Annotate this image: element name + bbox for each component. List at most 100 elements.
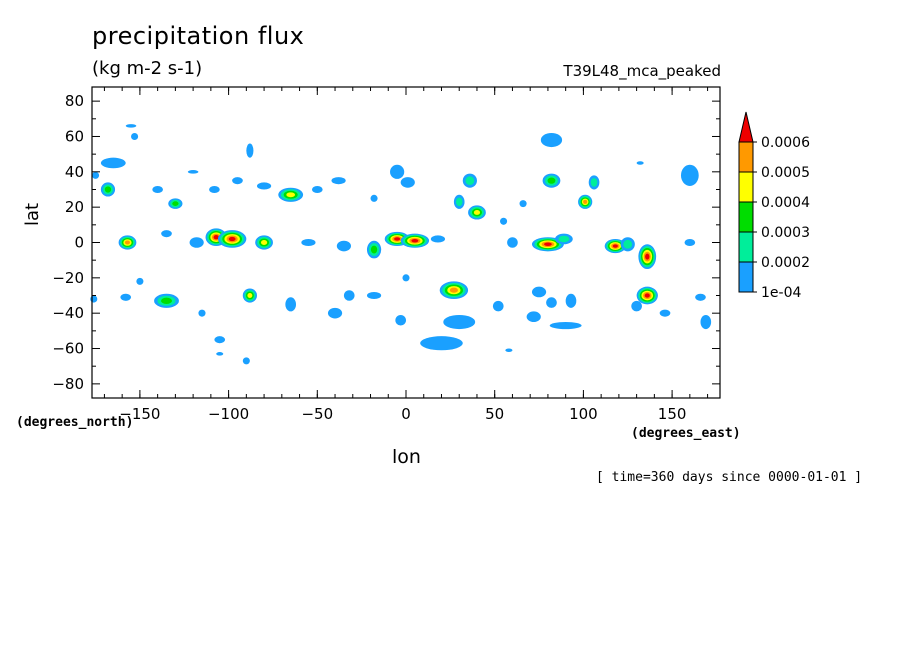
contour-cell-57-level-1 bbox=[492, 300, 504, 312]
contour-cell-66-level-1 bbox=[659, 309, 671, 317]
contour-cell-17-level-6 bbox=[213, 235, 219, 240]
contour-cell-18-level-6 bbox=[228, 236, 236, 242]
contour-field bbox=[90, 124, 712, 365]
contour-cell-47-level-3 bbox=[160, 297, 173, 304]
contour-cell-60-level-1 bbox=[546, 297, 557, 308]
contour-cell-69-level-1 bbox=[120, 293, 132, 301]
contour-cell-71-level-1 bbox=[92, 171, 100, 179]
contour-cell-11-level-4 bbox=[286, 192, 296, 198]
contour-cell-10-level-1 bbox=[256, 182, 272, 190]
x-tick-label-0: −150 bbox=[119, 405, 160, 423]
contour-cell-52-level-1 bbox=[285, 297, 297, 312]
contour-cell-76-level-1 bbox=[519, 200, 527, 208]
contour-cell-56-level-1 bbox=[395, 314, 407, 326]
colorbar-segment-4 bbox=[738, 141, 754, 173]
x-axis-units: (degrees_east) bbox=[631, 426, 741, 441]
y-tick-label-3: 20 bbox=[65, 198, 84, 216]
contour-cell-54-level-1 bbox=[343, 290, 355, 301]
y-tick-label-7: −60 bbox=[52, 340, 84, 358]
contour-cell-19-level-4 bbox=[260, 240, 268, 245]
colorbar-label-1: 0.0002 bbox=[761, 255, 810, 271]
y-tick-label-4: 0 bbox=[74, 234, 84, 252]
x-axis-label: lon bbox=[392, 446, 421, 468]
x-tick-label-6: 150 bbox=[658, 405, 687, 423]
contour-cell-25-level-1 bbox=[430, 235, 446, 243]
contour-cell-68-level-1 bbox=[700, 314, 712, 330]
contour-cell-6-level-1 bbox=[187, 170, 199, 174]
contour-cell-65-level-1 bbox=[631, 300, 642, 312]
contour-cell-59-level-1 bbox=[531, 286, 547, 298]
y-tick-label-5: −20 bbox=[52, 269, 84, 287]
x-tick-label-2: −50 bbox=[301, 405, 333, 423]
contour-cell-20-level-1 bbox=[301, 238, 316, 247]
colorbar-label-4: 0.0005 bbox=[761, 165, 810, 181]
colorbar-segment-1 bbox=[738, 231, 754, 263]
x-tick-label-3: 0 bbox=[401, 405, 411, 423]
y-axis-units: (degrees_north) bbox=[16, 415, 134, 430]
contour-cell-50-level-1 bbox=[216, 352, 224, 356]
contour-cell-9-level-1 bbox=[232, 177, 243, 185]
contour-cell-33-level-6 bbox=[544, 242, 552, 246]
contour-cell-49-level-1 bbox=[214, 336, 226, 344]
contour-cell-36-level-3 bbox=[547, 177, 556, 184]
contour-cell-39-level-6 bbox=[612, 244, 618, 248]
contour-cell-23-level-6 bbox=[394, 237, 401, 241]
y-tick-label-6: −40 bbox=[52, 304, 84, 322]
colorbar-label-2: 0.0003 bbox=[761, 225, 810, 241]
contour-cell-27-level-1 bbox=[400, 177, 415, 188]
contour-cell-13-level-1 bbox=[331, 177, 346, 185]
chart-units: (kg m-2 s-1) bbox=[92, 58, 203, 79]
contour-cell-58-level-1 bbox=[505, 348, 513, 353]
contour-cell-3-level-1 bbox=[131, 132, 139, 141]
contour-cell-32-level-1 bbox=[507, 237, 518, 248]
time-footer: [ time=360 days since 0000-01-01 ] bbox=[596, 470, 863, 485]
contour-cell-43-level-1 bbox=[636, 161, 644, 165]
contour-cell-64-level-6 bbox=[644, 293, 650, 298]
contour-cell-2-level-1 bbox=[125, 124, 137, 128]
y-tick-label-8: −80 bbox=[52, 375, 84, 393]
contour-cell-28-level-1 bbox=[370, 194, 378, 202]
colorbar-segment-0 bbox=[738, 261, 754, 293]
contour-cell-29-level-2 bbox=[455, 197, 463, 207]
contour-cell-74-level-1 bbox=[684, 238, 696, 247]
contour-cell-21-level-1 bbox=[336, 240, 352, 252]
contour-cell-77-level-1 bbox=[402, 274, 410, 282]
colorbar-segment-2 bbox=[738, 201, 754, 233]
contour-cell-14-level-5 bbox=[124, 240, 131, 245]
chart-title: precipitation flux bbox=[92, 22, 305, 50]
contour-cell-44-level-1 bbox=[420, 336, 463, 351]
contour-cell-4-level-1 bbox=[152, 185, 163, 194]
contour-cell-5-level-3 bbox=[172, 201, 179, 206]
contour-cell-16-level-1 bbox=[189, 237, 204, 248]
y-tick-label-2: 40 bbox=[65, 163, 84, 181]
contour-cell-51-level-1 bbox=[242, 357, 250, 365]
contour-cell-34-level-2 bbox=[558, 235, 570, 243]
y-tick-label-1: 60 bbox=[65, 127, 84, 145]
y-tick-label-0: 80 bbox=[65, 92, 84, 110]
x-tick-label-1: −100 bbox=[208, 405, 249, 423]
contour-cell-38-level-5 bbox=[583, 199, 588, 204]
contour-cell-41-level-6 bbox=[645, 253, 650, 260]
contour-cell-31-level-4 bbox=[473, 210, 481, 215]
contour-cell-48-level-4 bbox=[247, 293, 253, 298]
contour-cell-1-level-3 bbox=[104, 186, 112, 193]
colorbar-segment-3 bbox=[738, 171, 754, 203]
contour-cell-15-level-1 bbox=[161, 230, 172, 238]
contour-cell-7-level-1 bbox=[209, 185, 220, 194]
run-label: T39L48_mca_peaked bbox=[563, 62, 721, 80]
colorbar-label-5: 0.0006 bbox=[761, 135, 810, 151]
contour-cell-0-level-1 bbox=[100, 157, 126, 169]
x-tick-label-5: 100 bbox=[569, 405, 598, 423]
contour-cell-37-level-2 bbox=[590, 178, 598, 187]
contour-cell-40-level-2 bbox=[623, 239, 633, 249]
contour-cell-22-level-3 bbox=[370, 245, 378, 254]
contour-cell-61-level-1 bbox=[565, 293, 577, 308]
contour-cell-73-level-1 bbox=[198, 309, 206, 317]
colorbar-label-0: 1e-04 bbox=[761, 285, 801, 301]
contour-cell-46-level-5 bbox=[449, 287, 458, 293]
x-tick-label-4: 50 bbox=[485, 405, 504, 423]
contour-cell-70-level-1 bbox=[90, 295, 98, 303]
contour-cell-12-level-1 bbox=[311, 185, 323, 194]
contour-cell-42-level-1 bbox=[680, 164, 699, 186]
